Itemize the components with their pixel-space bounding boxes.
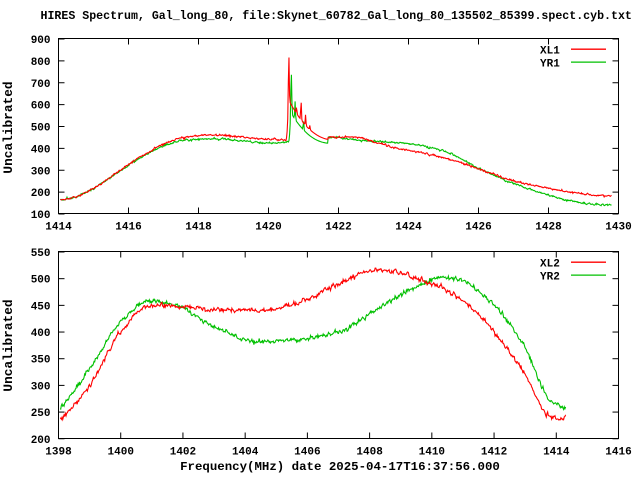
- svg-text:1426: 1426: [465, 222, 491, 234]
- svg-text:1414: 1414: [45, 222, 72, 234]
- svg-text:1422: 1422: [325, 222, 351, 234]
- svg-text:YR2: YR2: [540, 272, 560, 284]
- svg-text:1412: 1412: [481, 447, 507, 459]
- svg-text:1406: 1406: [294, 447, 320, 459]
- svg-text:200: 200: [31, 435, 51, 447]
- svg-text:1418: 1418: [185, 222, 212, 234]
- svg-text:700: 700: [31, 79, 51, 91]
- svg-text:1420: 1420: [255, 222, 281, 234]
- svg-text:300: 300: [31, 381, 51, 393]
- svg-text:1414: 1414: [543, 447, 570, 459]
- svg-text:XL1: XL1: [540, 46, 560, 58]
- svg-text:Uncalibrated: Uncalibrated: [1, 81, 16, 173]
- svg-text:YR1: YR1: [540, 59, 560, 71]
- svg-text:500: 500: [31, 123, 51, 135]
- svg-text:400: 400: [31, 328, 51, 340]
- svg-text:1416: 1416: [115, 222, 141, 234]
- svg-text:1408: 1408: [356, 447, 383, 459]
- svg-text:350: 350: [31, 355, 51, 367]
- svg-text:1400: 1400: [108, 447, 134, 459]
- svg-text:XL2: XL2: [540, 259, 560, 271]
- svg-text:1428: 1428: [535, 222, 562, 234]
- svg-text:1410: 1410: [419, 447, 445, 459]
- svg-text:400: 400: [31, 144, 51, 156]
- svg-text:1398: 1398: [45, 447, 72, 459]
- svg-text:600: 600: [31, 101, 51, 113]
- svg-text:900: 900: [31, 35, 51, 47]
- svg-text:1416: 1416: [605, 447, 631, 459]
- svg-text:800: 800: [31, 57, 51, 69]
- svg-text:200: 200: [31, 188, 51, 200]
- svg-text:HIRES Spectrum, Gal_long_80, f: HIRES Spectrum, Gal_long_80, file:Skynet…: [41, 10, 632, 23]
- svg-text:1424: 1424: [395, 222, 422, 234]
- svg-text:Uncalibrated: Uncalibrated: [1, 299, 16, 391]
- svg-text:1404: 1404: [232, 447, 259, 459]
- svg-text:450: 450: [31, 301, 51, 313]
- svg-text:100: 100: [31, 210, 51, 222]
- svg-text:500: 500: [31, 275, 51, 287]
- svg-text:1402: 1402: [170, 447, 196, 459]
- svg-text:Frequency(MHz) date 2025-04-17: Frequency(MHz) date 2025-04-17T16:37:56.…: [180, 460, 500, 474]
- svg-text:300: 300: [31, 166, 51, 178]
- svg-text:550: 550: [31, 248, 51, 260]
- svg-text:1430: 1430: [605, 222, 631, 234]
- svg-text:250: 250: [31, 408, 51, 420]
